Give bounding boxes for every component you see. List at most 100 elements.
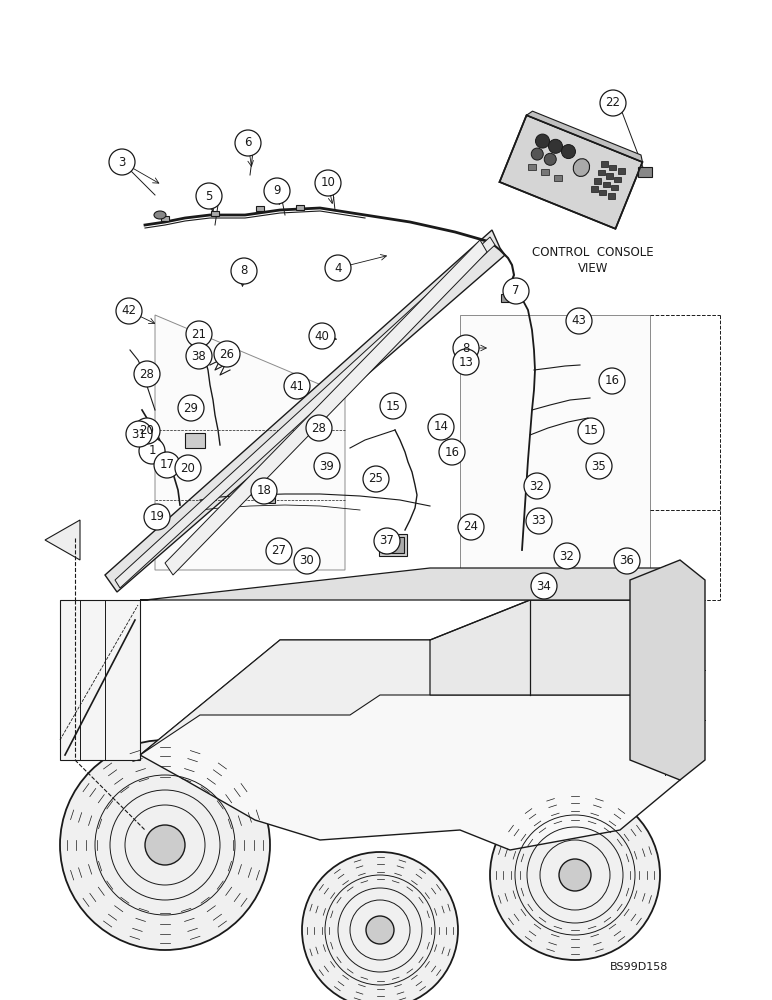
FancyBboxPatch shape <box>256 206 264 211</box>
Circle shape <box>235 130 261 156</box>
Circle shape <box>363 466 389 492</box>
Circle shape <box>134 361 160 387</box>
Text: 41: 41 <box>290 379 304 392</box>
Circle shape <box>178 395 204 421</box>
Bar <box>609 165 616 170</box>
Text: 26: 26 <box>219 348 235 360</box>
Circle shape <box>458 514 484 540</box>
Text: 24: 24 <box>463 520 479 534</box>
Circle shape <box>302 852 458 1000</box>
Circle shape <box>439 439 465 465</box>
Circle shape <box>266 538 292 564</box>
Circle shape <box>600 90 626 116</box>
Text: 35: 35 <box>591 460 606 473</box>
Circle shape <box>599 368 625 394</box>
Text: 14: 14 <box>434 420 449 434</box>
Circle shape <box>284 373 310 399</box>
Text: 7: 7 <box>513 284 520 298</box>
Circle shape <box>109 149 135 175</box>
Circle shape <box>554 543 580 569</box>
Text: 36: 36 <box>620 554 635 568</box>
FancyBboxPatch shape <box>211 211 219 216</box>
Text: 37: 37 <box>380 534 394 548</box>
Polygon shape <box>165 240 487 575</box>
Circle shape <box>503 278 529 304</box>
Text: 21: 21 <box>191 328 206 340</box>
Circle shape <box>214 341 240 367</box>
Bar <box>618 168 625 174</box>
Circle shape <box>536 134 550 148</box>
Circle shape <box>126 421 152 447</box>
Text: 16: 16 <box>445 446 459 458</box>
Circle shape <box>374 528 400 554</box>
Bar <box>601 161 608 167</box>
Circle shape <box>315 170 341 196</box>
Bar <box>591 186 598 192</box>
Circle shape <box>175 455 201 481</box>
Text: 28: 28 <box>140 367 154 380</box>
Circle shape <box>306 415 332 441</box>
FancyBboxPatch shape <box>379 534 407 556</box>
Circle shape <box>380 393 406 419</box>
Circle shape <box>144 504 170 530</box>
Text: 17: 17 <box>160 458 174 472</box>
Polygon shape <box>140 640 700 850</box>
Text: 19: 19 <box>150 510 164 524</box>
Polygon shape <box>155 315 345 570</box>
Circle shape <box>428 414 454 440</box>
Polygon shape <box>140 568 680 600</box>
Polygon shape <box>460 315 650 600</box>
Text: 32: 32 <box>530 480 544 492</box>
Text: 15: 15 <box>584 424 598 438</box>
Circle shape <box>145 825 185 865</box>
Circle shape <box>309 323 335 349</box>
Circle shape <box>294 548 320 574</box>
Polygon shape <box>527 111 642 162</box>
Circle shape <box>531 573 557 599</box>
Polygon shape <box>140 640 700 755</box>
Circle shape <box>490 790 660 960</box>
Circle shape <box>134 418 160 444</box>
Circle shape <box>186 343 212 369</box>
FancyBboxPatch shape <box>161 216 169 221</box>
FancyBboxPatch shape <box>296 205 304 210</box>
FancyBboxPatch shape <box>501 294 513 302</box>
Text: CONTROL  CONSOLE: CONTROL CONSOLE <box>532 245 654 258</box>
Circle shape <box>578 418 604 444</box>
Bar <box>599 190 606 195</box>
Text: 32: 32 <box>560 550 574 562</box>
Ellipse shape <box>154 211 166 219</box>
Circle shape <box>559 859 591 891</box>
Text: 5: 5 <box>205 190 213 202</box>
Text: 8: 8 <box>240 264 248 277</box>
Text: 15: 15 <box>385 399 401 412</box>
Text: 25: 25 <box>368 473 384 486</box>
Circle shape <box>116 298 142 324</box>
Text: 29: 29 <box>184 401 198 414</box>
Text: 28: 28 <box>312 422 327 434</box>
Circle shape <box>531 148 543 160</box>
FancyBboxPatch shape <box>638 167 652 177</box>
Text: 33: 33 <box>532 514 547 528</box>
Circle shape <box>231 258 257 284</box>
Text: 18: 18 <box>256 485 272 497</box>
Text: 20: 20 <box>140 424 154 438</box>
Text: 3: 3 <box>118 155 126 168</box>
Circle shape <box>614 548 640 574</box>
Polygon shape <box>499 115 642 229</box>
Bar <box>615 177 621 182</box>
Text: 43: 43 <box>571 314 587 328</box>
Text: 9: 9 <box>273 184 281 198</box>
Polygon shape <box>115 237 495 588</box>
Bar <box>611 185 618 190</box>
Circle shape <box>139 438 165 464</box>
Circle shape <box>453 349 479 375</box>
Circle shape <box>264 178 290 204</box>
Circle shape <box>251 478 277 504</box>
Text: 27: 27 <box>272 544 286 558</box>
Text: 42: 42 <box>121 304 137 318</box>
Circle shape <box>453 335 479 361</box>
Bar <box>606 173 613 179</box>
Text: 38: 38 <box>191 350 206 362</box>
Text: 10: 10 <box>320 176 336 190</box>
